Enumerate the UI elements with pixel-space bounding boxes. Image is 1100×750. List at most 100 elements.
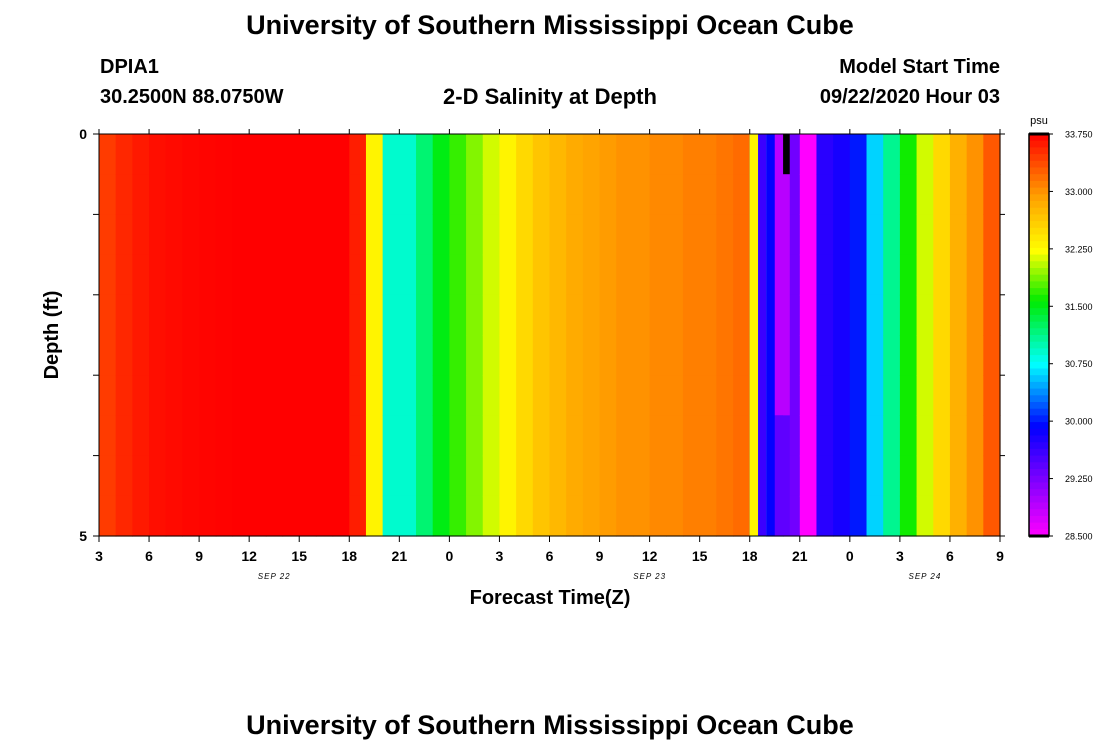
heatmap-cell: [282, 254, 300, 296]
colorbar-segment: [1029, 227, 1049, 236]
heatmap-cell: [933, 455, 951, 497]
colorbar-tick-label: 33.750: [1065, 130, 1093, 140]
heatmap-cell: [232, 214, 250, 256]
heatmap-cell: [949, 375, 968, 416]
heatmap-cell: [566, 335, 584, 376]
heatmap-cell: [566, 375, 584, 416]
heatmap-cell: [232, 134, 250, 175]
heatmap-cell: [199, 335, 217, 376]
heatmap-cell: [466, 415, 484, 457]
heatmap-cell: [332, 415, 350, 457]
heatmap-cell: [632, 214, 651, 256]
heatmap-cell: [516, 415, 534, 457]
heatmap-cell: [182, 455, 200, 497]
heatmap-cell: [182, 294, 200, 336]
heatmap-cell: [265, 254, 284, 296]
heatmap-cell: [99, 495, 117, 537]
colorbar-segment: [1029, 214, 1049, 222]
heatmap-anomaly-cell: [783, 134, 790, 175]
colorbar-segment: [1029, 174, 1049, 182]
heatmap-cell: [382, 375, 400, 416]
heatmap-cell: [282, 415, 300, 457]
heatmap-cell: [682, 415, 701, 457]
heatmap-cell: [482, 335, 501, 376]
heatmap-cell: [282, 174, 300, 215]
heatmap-cell: [299, 455, 317, 497]
heatmap-cell: [499, 495, 517, 537]
heatmap-cell: [516, 335, 534, 376]
heatmap-cell: [883, 174, 901, 215]
heatmap-cell: [716, 174, 734, 215]
heatmap-cell: [299, 174, 317, 215]
heatmap-cell: [566, 174, 584, 215]
heatmap-cell: [349, 455, 367, 497]
heatmap-cell: [132, 214, 150, 256]
heatmap-cell: [549, 214, 567, 256]
heatmap-cell: [315, 294, 334, 336]
heatmap-cell: [666, 174, 684, 215]
heatmap-cell: [699, 335, 717, 376]
model-start-label: Model Start Time: [839, 56, 1000, 78]
heatmap-cell: [249, 214, 267, 256]
heatmap-cell: [232, 174, 250, 215]
x-tick-label: 3: [95, 548, 103, 564]
heatmap-cell: [549, 375, 567, 416]
heatmap-cell: [449, 415, 467, 457]
heatmap-cell: [799, 455, 818, 497]
heatmap-cell: [916, 415, 934, 457]
heatmap-cell: [349, 375, 367, 416]
heatmap-cell: [699, 294, 717, 336]
heatmap-cell: [616, 375, 634, 416]
heatmap-cell: [733, 415, 751, 457]
heatmap-cell: [199, 415, 217, 457]
heatmap-cell: [282, 294, 300, 336]
heatmap-cell: [349, 335, 367, 376]
heatmap-cell: [416, 415, 434, 457]
heatmap-cell: [716, 134, 734, 175]
heatmap-cell: [983, 455, 1001, 497]
heatmap-cell: [632, 254, 651, 296]
heatmap-cell: [733, 134, 751, 175]
heatmap-cell: [666, 294, 684, 336]
heatmap-cell: [699, 455, 717, 497]
heatmap-cell: [215, 415, 234, 457]
heatmap-cell: [265, 375, 284, 416]
heatmap-cell: [449, 214, 467, 256]
colorbar-segment: [1029, 321, 1049, 329]
heatmap-cell: [182, 335, 200, 376]
colorbar-segment: [1029, 268, 1049, 276]
heatmap-cell: [449, 174, 467, 215]
heatmap-cell: [582, 174, 601, 215]
colorbar-segment: [1029, 308, 1049, 316]
heatmap-cell: [315, 214, 334, 256]
heatmap-cell: [549, 174, 567, 215]
heatmap-cell: [799, 415, 818, 457]
colorbar-tick-label: 32.250: [1065, 244, 1093, 254]
heatmap-cell: [682, 174, 701, 215]
heatmap-cell: [416, 214, 434, 256]
heatmap-cell: [115, 294, 133, 336]
heatmap-cell: [115, 375, 133, 416]
heatmap-cell: [115, 495, 133, 537]
heatmap-cell: [799, 495, 818, 537]
heatmap-cell: [99, 254, 117, 296]
heatmap-cell: [566, 455, 584, 497]
colorbar-unit-label: psu: [1030, 115, 1048, 127]
x-tick-label: 9: [195, 548, 203, 564]
heatmap-cell: [949, 134, 968, 175]
colorbar-segment: [1029, 509, 1049, 517]
heatmap-cell: [482, 455, 501, 497]
heatmap-cell: [849, 335, 868, 376]
heatmap-cell: [215, 495, 234, 537]
heatmap-cell: [899, 415, 918, 457]
heatmap-cell: [566, 294, 584, 336]
y-axis-title: Depth (ft): [41, 291, 63, 380]
heatmap-cell: [432, 455, 450, 497]
colorbar-segment: [1029, 301, 1049, 309]
heatmap-cell: [149, 254, 167, 296]
heatmap-cell: [282, 134, 300, 175]
heatmap-cell: [215, 294, 234, 336]
colorbar-segment: [1029, 341, 1049, 349]
colorbar-segment: [1029, 274, 1049, 282]
heatmap-cell: [232, 335, 250, 376]
